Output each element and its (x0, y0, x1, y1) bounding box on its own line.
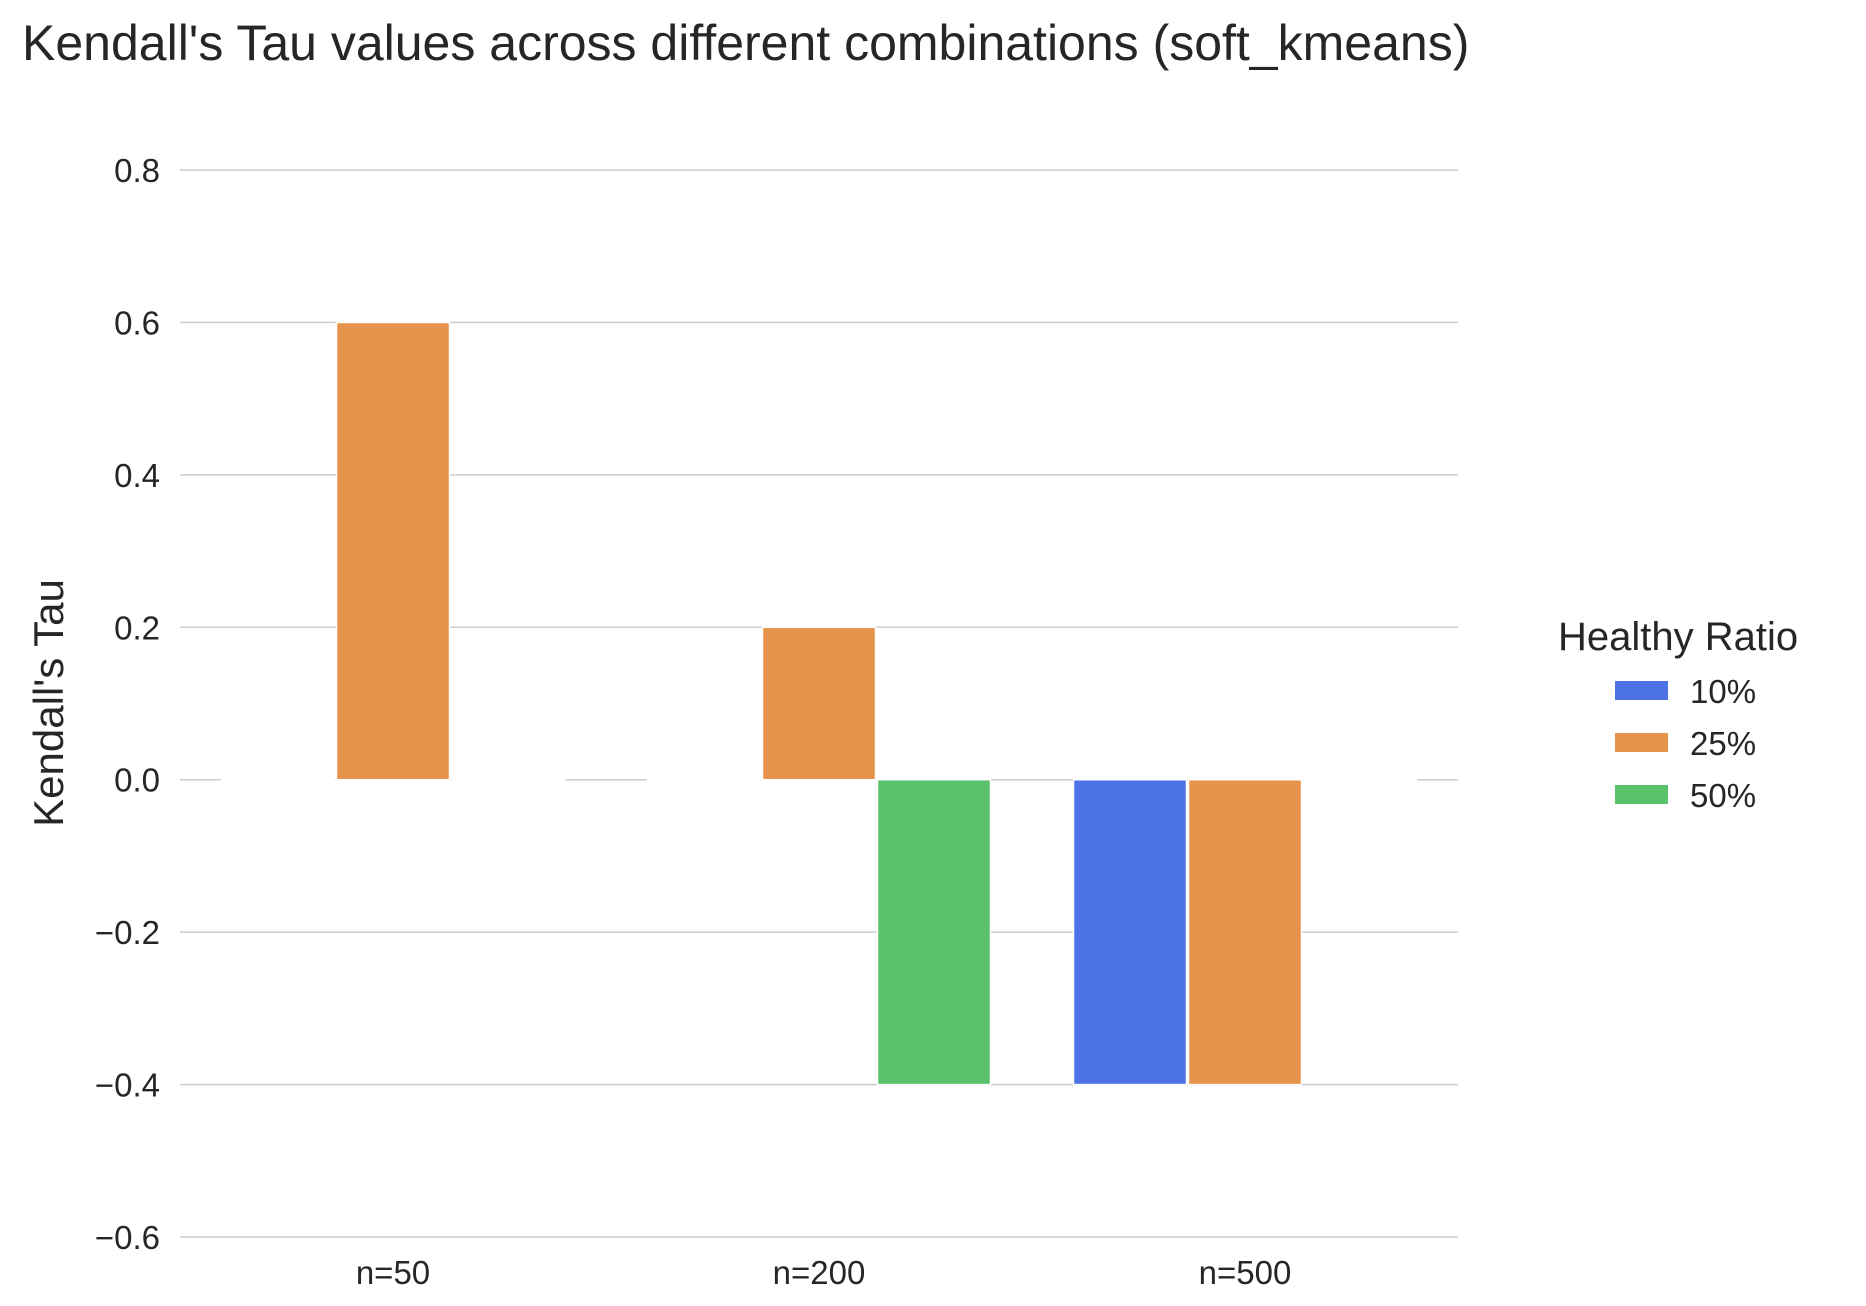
legend-swatch (1615, 733, 1668, 752)
legend: Healthy Ratio 10% 25% 50% (1558, 615, 1798, 814)
x-tick-label: n=200 (773, 1254, 866, 1291)
chart-title: Kendall's Tau values across different co… (22, 15, 1470, 71)
legend-label: 25% (1690, 725, 1756, 762)
y-tick-label: −0.6 (95, 1219, 160, 1256)
legend-label: 50% (1690, 777, 1756, 814)
legend-title: Healthy Ratio (1558, 615, 1798, 659)
legend-swatch (1615, 785, 1668, 804)
bar-25%-n=500 (1187, 778, 1303, 1086)
bar-10%-n=50 (220, 778, 336, 782)
y-tick-labels: 0.8 0.6 0.4 0.2 0.0 −0.2 −0.4 −0.6 (95, 152, 160, 1256)
y-tick-label: 0.2 (114, 609, 160, 646)
legend-label: 10% (1690, 673, 1756, 710)
y-tick-label: 0.8 (114, 152, 160, 189)
bar-50%-n=50 (450, 778, 566, 782)
y-tick-label: −0.4 (95, 1067, 160, 1104)
x-tick-labels: n=50 n=200 n=500 (356, 1254, 1292, 1291)
bars (220, 321, 1418, 1086)
y-tick-label: 0.6 (114, 304, 160, 341)
x-tick-label: n=50 (356, 1254, 430, 1291)
y-tick-label: 0.4 (114, 457, 160, 494)
bar-10%-n=200 (646, 778, 762, 782)
x-tick-label: n=500 (1199, 1254, 1292, 1291)
bar-25%-n=50 (335, 321, 451, 781)
y-tick-label: −0.2 (95, 914, 160, 951)
bar-50%-n=200 (876, 778, 992, 1086)
bar-50%-n=500 (1302, 778, 1418, 782)
y-axis-title: Kendall's Tau (25, 579, 72, 827)
y-tick-label: 0.0 (114, 762, 160, 799)
legend-swatch (1615, 681, 1668, 700)
bar-10%-n=500 (1072, 778, 1188, 1086)
bar-25%-n=200 (761, 626, 877, 781)
